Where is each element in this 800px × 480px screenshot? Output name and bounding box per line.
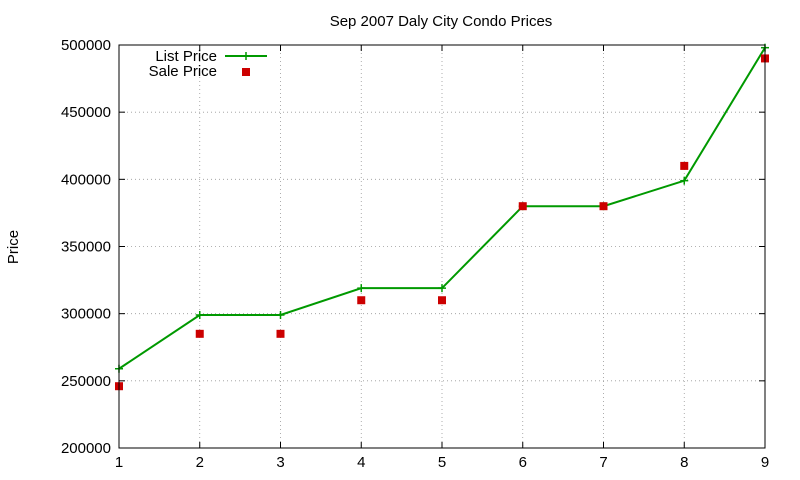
sale-price-point: [518, 202, 527, 211]
y-tick-label: 450000: [61, 104, 111, 121]
legend-marker-sale-price: [242, 68, 250, 76]
axis-ticks: 200000 250000 300000 350000 400000 450000 5000…: [61, 37, 769, 471]
legend-label-list-price: List Price: [155, 48, 217, 65]
y-axis-label: Price: [5, 230, 22, 264]
x-tick-label: 9: [761, 454, 769, 471]
list-price-point: [438, 284, 446, 293]
sale-price-point: [357, 296, 366, 305]
series-layer: [115, 43, 769, 391]
y-tick-label: 500000: [61, 37, 111, 54]
list-price-point: [195, 311, 204, 320]
x-tick-label: 2: [196, 454, 204, 471]
sale-price-point: [599, 202, 608, 211]
legend-marker-list-price: [242, 52, 250, 60]
sale-price-point: [680, 161, 689, 170]
list-price-point: [357, 284, 366, 293]
x-tick-label: 3: [276, 454, 284, 471]
x-tick-label: 8: [680, 454, 688, 471]
list-price-point: [276, 311, 285, 320]
chart-title: Sep 2007 Daly City Condo Prices: [330, 13, 553, 30]
plot-frame: [118, 44, 766, 449]
x-tick-label: 1: [115, 454, 123, 471]
x-tick-label: 4: [357, 454, 365, 471]
sale-price-point: [276, 329, 285, 338]
y-tick-label: 250000: [61, 373, 111, 390]
y-tick-label: 200000: [61, 440, 111, 457]
grid-lines: [119, 45, 765, 448]
x-tick-label: 7: [599, 454, 607, 471]
list-price-line: [118, 47, 766, 370]
y-tick-label: 400000: [61, 171, 111, 188]
y-tick-label: 350000: [61, 239, 111, 256]
list-price-point: [680, 176, 689, 185]
y-tick-label: 300000: [61, 306, 111, 323]
x-tick-label: 5: [438, 454, 446, 471]
sale-price-point: [195, 329, 204, 338]
legend-label-sale-price: Sale Price: [149, 63, 217, 80]
sale-price-point: [438, 296, 446, 305]
x-tick-label: 6: [519, 454, 527, 471]
